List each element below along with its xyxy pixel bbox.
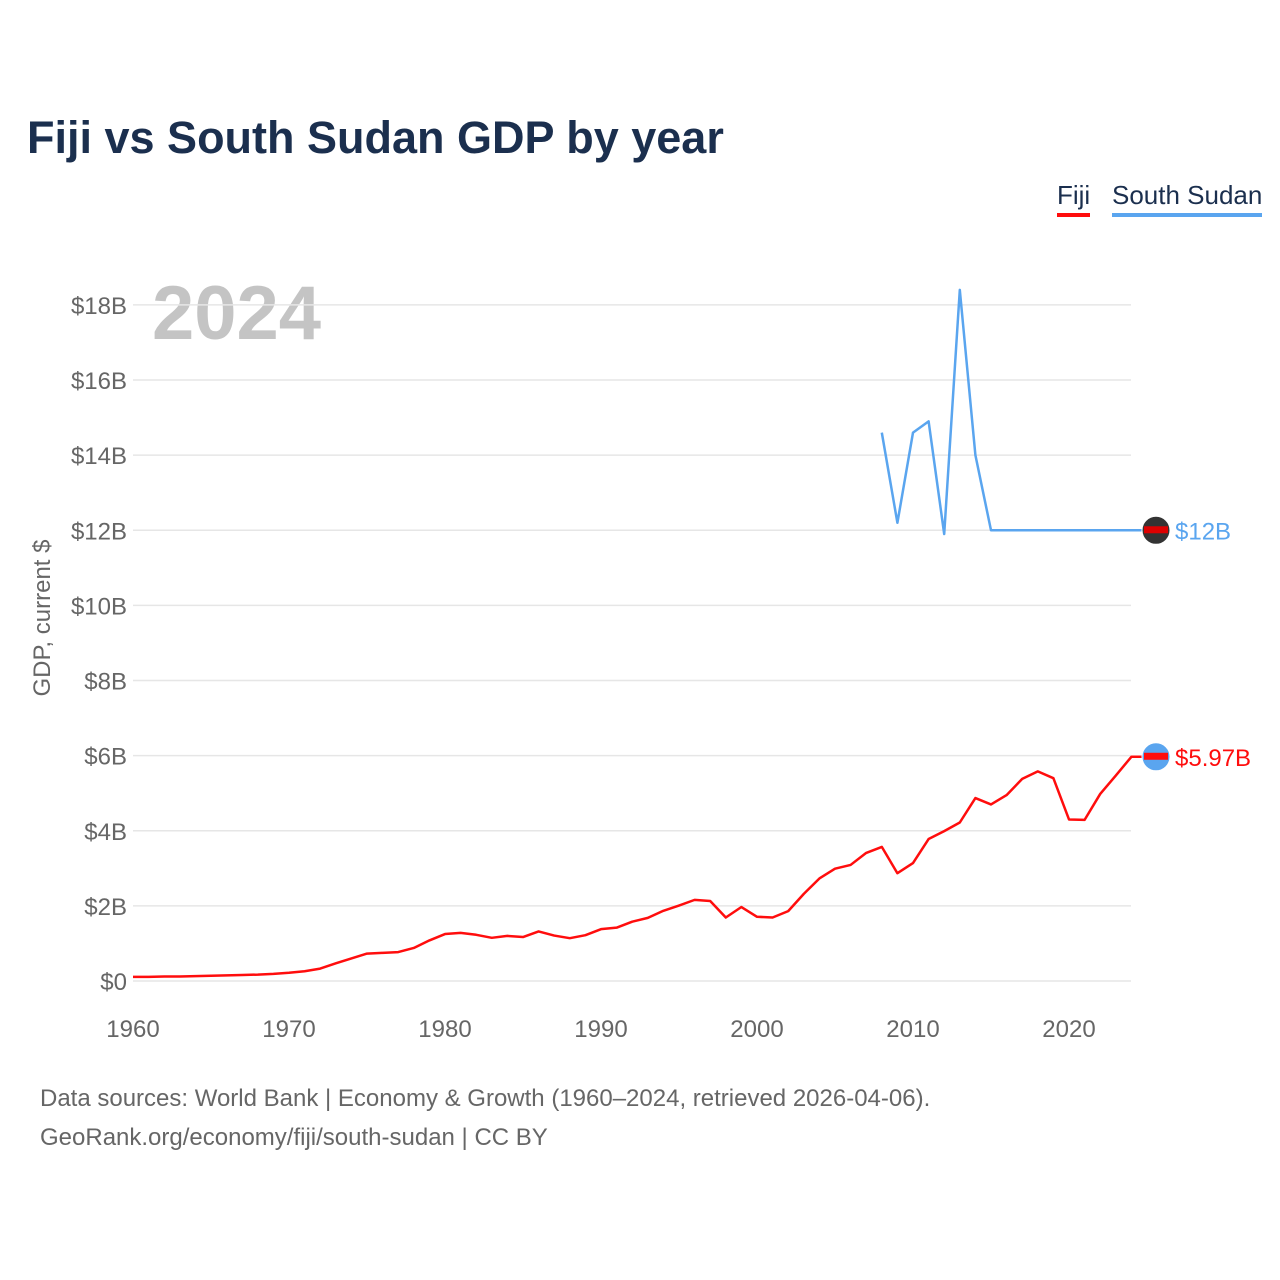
legend-fiji[interactable]: Fiji (1057, 180, 1091, 217)
flag-stripe (1144, 526, 1168, 534)
series-line-south-sudan (880, 288, 1150, 536)
x-tick-label: 1960 (106, 1016, 159, 1043)
y-tick-label: $6B (84, 744, 127, 771)
year-label: 2024 (152, 271, 322, 356)
end-value-label: $5.97B (1175, 745, 1251, 772)
chart-title: Fiji vs South Sudan GDP by year (27, 112, 724, 163)
footer-credit[interactable]: GeoRank.org/economy/fiji/south-sudan | C… (40, 1124, 548, 1151)
y-tick-label: $16B (71, 368, 127, 395)
y-tick-label: $18B (71, 293, 127, 320)
end-value-label: $12B (1175, 518, 1231, 545)
x-tick-label: 2010 (886, 1016, 939, 1043)
y-tick-label: $2B (84, 894, 127, 921)
y-tick-label: $10B (71, 593, 127, 620)
legend-south-sudan[interactable]: South Sudan (1112, 180, 1263, 217)
y-tick-label: $12B (71, 518, 127, 545)
y-tick-label: $4B (84, 819, 127, 846)
flag-stripe (1144, 752, 1168, 760)
series-line-fiji (133, 755, 1150, 979)
x-tick-label: 1990 (574, 1016, 627, 1043)
x-tick-label: 1970 (262, 1016, 315, 1043)
y-tick-label: $14B (71, 443, 127, 470)
y-axis-label: GDP, current $ (29, 540, 56, 697)
x-tick-label: 2020 (1042, 1016, 1095, 1043)
x-tick-label: 1980 (418, 1016, 471, 1043)
y-tick-label: $0 (100, 969, 127, 996)
x-tick-label: 2000 (730, 1016, 783, 1043)
footer-sources: Data sources: World Bank | Economy & Gro… (40, 1085, 931, 1112)
y-tick-label: $8B (84, 669, 127, 696)
